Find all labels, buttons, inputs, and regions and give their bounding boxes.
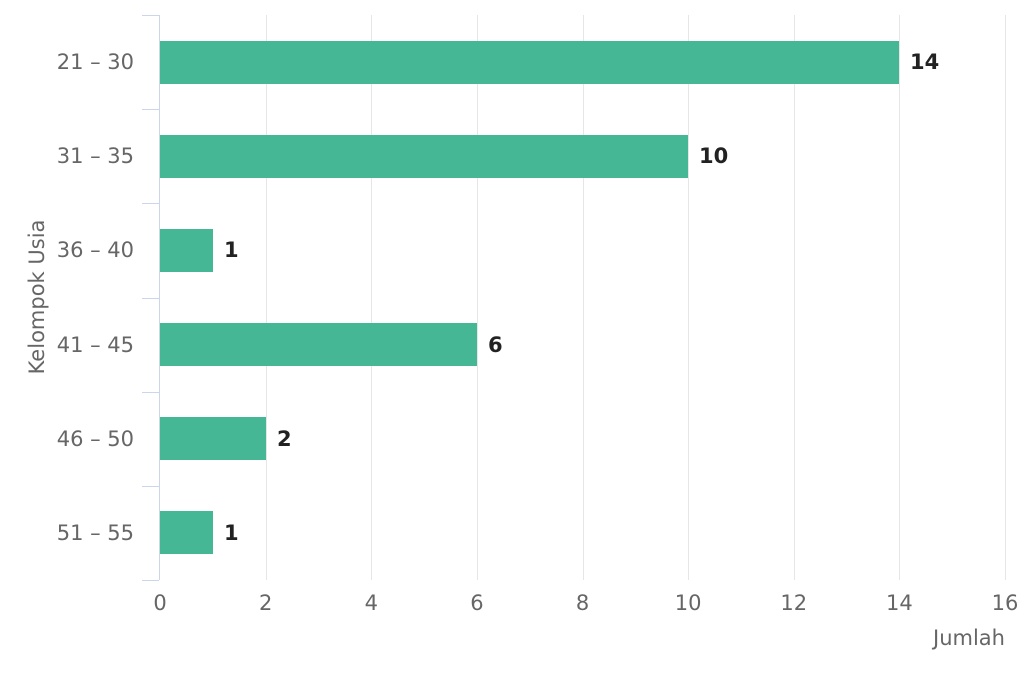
bar-value-label: 1 <box>224 238 239 262</box>
x-axis-tick-label: 0 <box>153 591 167 615</box>
y-axis-tick <box>142 298 159 299</box>
y-axis-tick <box>142 203 159 204</box>
category-label: 31 – 35 <box>56 144 134 168</box>
x-axis-tick-label: 12 <box>780 591 808 615</box>
x-axis-tick-label: 16 <box>991 591 1019 615</box>
y-axis-tick <box>142 580 159 581</box>
bar[interactable] <box>160 511 213 554</box>
x-axis-tick-label: 8 <box>575 591 590 615</box>
gridline <box>477 15 478 580</box>
bar-value-label: 6 <box>488 333 503 357</box>
bar[interactable] <box>160 229 213 272</box>
x-axis-title: Jumlah <box>933 626 1005 650</box>
bar[interactable] <box>160 41 899 84</box>
bar-value-label: 2 <box>277 427 292 451</box>
gridline <box>1005 15 1006 580</box>
gridline <box>794 15 795 580</box>
plot-area: 14 10 1 6 2 1 <box>142 15 1006 581</box>
category-label: 36 – 40 <box>56 238 134 262</box>
category-label: 21 – 30 <box>56 50 134 74</box>
y-axis-tick <box>142 392 159 393</box>
x-axis-tick-label: 4 <box>364 591 378 615</box>
gridline <box>583 15 584 580</box>
gridline <box>371 15 372 580</box>
bar-value-label: 10 <box>699 144 729 168</box>
category-label: 41 – 45 <box>56 333 134 357</box>
y-axis-line <box>159 15 160 580</box>
x-axis-tick-label: 6 <box>470 591 484 615</box>
gridline <box>266 15 267 580</box>
bar[interactable] <box>160 135 688 178</box>
bar-value-label: 14 <box>910 50 940 74</box>
y-axis-tick <box>142 486 159 487</box>
gridline <box>899 15 900 580</box>
category-label: 46 – 50 <box>56 427 134 451</box>
x-axis-tick-label: 10 <box>674 591 702 615</box>
x-axis-tick-label: 14 <box>886 591 913 615</box>
gridline <box>688 15 689 580</box>
x-axis-tick-label: 2 <box>258 591 273 615</box>
y-axis-tick <box>142 109 159 110</box>
y-axis-tick <box>142 15 159 16</box>
bar[interactable] <box>160 323 477 366</box>
category-label: 51 – 55 <box>56 521 134 545</box>
bar[interactable] <box>160 417 266 460</box>
bar-value-label: 1 <box>224 521 239 545</box>
